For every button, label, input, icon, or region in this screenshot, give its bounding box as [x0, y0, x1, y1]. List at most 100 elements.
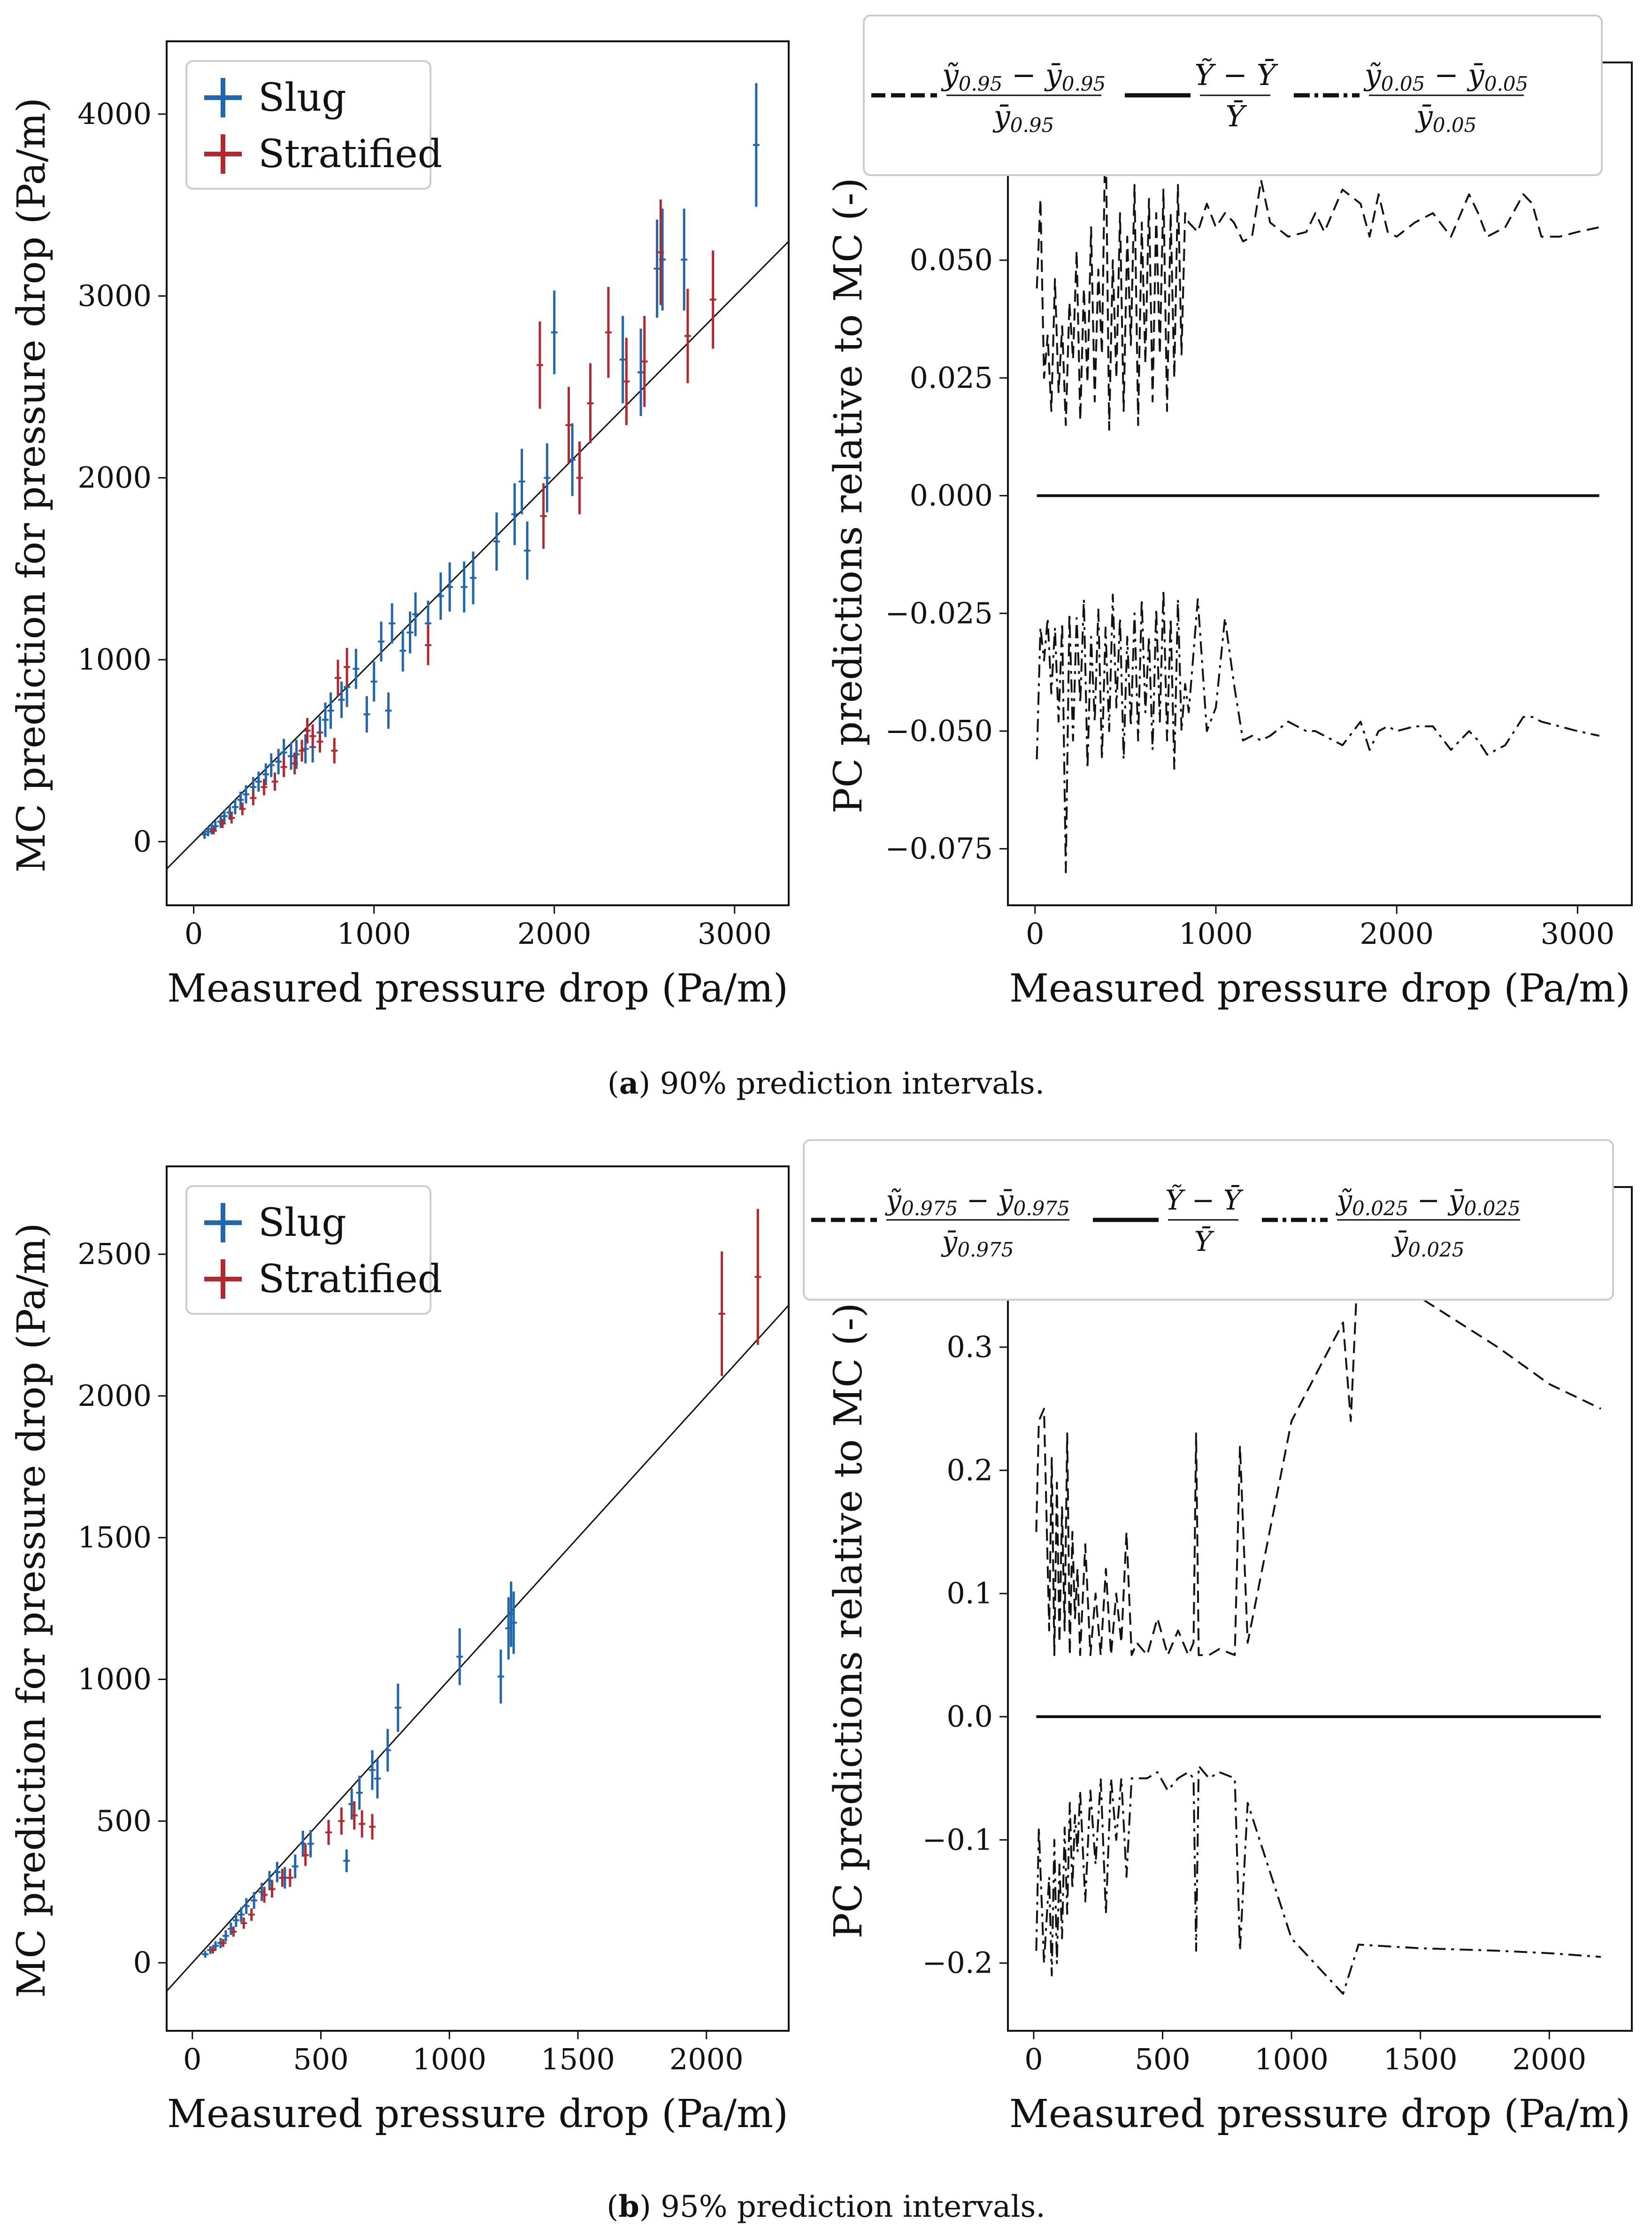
legend-num-b: Ȳ: [1257, 58, 1278, 92]
legend-minus: −: [1002, 58, 1045, 92]
legend-num-b: Ȳ: [1223, 1184, 1244, 1216]
y-tick-label: 1000: [77, 642, 152, 677]
caption-b: (b) 95% prediction intervals.: [607, 2189, 1045, 2224]
legend-den: ȳ: [1391, 1226, 1408, 1257]
caption-b-label: b: [618, 2189, 639, 2224]
legend-den: Ȳ: [1226, 99, 1247, 133]
legend-num-b: ȳ: [1467, 58, 1485, 92]
legend-num-a-sub: 0.05: [1381, 72, 1425, 95]
legend-minus: −: [1425, 58, 1468, 92]
legend-label: Slug: [258, 76, 346, 120]
plot-area: [1036, 113, 1600, 873]
legend-numerator: ỹ0.025 − ȳ0.025: [1335, 1184, 1521, 1220]
legend-num-a: ỹ: [1335, 1184, 1352, 1216]
legend-num-b-sub: 0.95: [1062, 72, 1106, 95]
y-tick-label: 0.1: [946, 1576, 993, 1611]
series-upper-line: [1036, 113, 1600, 431]
legend-denominator: ȳ0.975: [940, 1226, 1014, 1261]
y-tick-label: 0.3: [946, 1330, 993, 1364]
y-axis-label: MC prediction for pressure drop (Pa/m): [9, 1223, 54, 1997]
series-slug: [201, 83, 760, 839]
y-tick-label: 0.025: [910, 361, 993, 395]
y-tick-label: 1000: [77, 1662, 152, 1696]
series-slug: [202, 1581, 517, 1958]
legend-num-a-sub: 0.975: [901, 1197, 958, 1220]
legend-denominator: ȳ0.05: [1415, 99, 1477, 137]
legend-num-b: ȳ: [1044, 58, 1062, 92]
x-tick-label: 1000: [1179, 917, 1253, 951]
y-tick-label: 0: [133, 1945, 152, 1980]
x-axis-label: Measured pressure drop (Pa/m): [1009, 966, 1630, 1011]
legend-box: [185, 60, 431, 190]
x-tick-label: 0: [1024, 2042, 1043, 2076]
x-tick-label: 1000: [337, 917, 411, 951]
legend-label: Slug: [258, 1201, 346, 1245]
legend-num-a: ỹ: [941, 58, 959, 92]
x-tick-label: 2000: [517, 917, 592, 951]
x-axis-label: Measured pressure drop (Pa/m): [1009, 2092, 1630, 2136]
x-tick-label: 2000: [669, 2042, 744, 2076]
legend-minus: −: [958, 1184, 998, 1216]
chart-b-left: 0 500 1000 1500 2000 0 500 1000 1500 2000 2500 Meas…: [9, 1165, 790, 2136]
reference-line: [167, 1304, 789, 1992]
series-lower-line: [1035, 1765, 1601, 1995]
legend-num-a: Ỹ: [1165, 1184, 1185, 1216]
y-tick-label: 500: [96, 1804, 152, 1838]
plot-frame: [166, 40, 790, 906]
x-tick-label: 1500: [541, 2042, 615, 2076]
x-tick-label: 0: [183, 2042, 201, 2076]
x-tick-label: 1000: [412, 2042, 486, 2076]
x-tick-label: 3000: [698, 917, 772, 951]
legend-minus: −: [1183, 1184, 1223, 1216]
plot-frame: [166, 1165, 790, 2032]
legend-num-a: ỹ: [1363, 58, 1382, 92]
legend-num-a: ỹ: [884, 1184, 902, 1216]
legend-denominator: ȳ0.95: [992, 99, 1054, 137]
y-axis-label: PC predictions relative to MC (-): [826, 177, 871, 813]
legend-den-sub: 0.95: [1010, 114, 1054, 137]
caption-b-text: 95% prediction intervals.: [661, 2190, 1045, 2224]
series-upper-line: [1035, 1248, 1601, 1656]
series-stratified: [209, 1209, 761, 1954]
y-tick-label: −0.050: [885, 714, 993, 748]
legend-den-sub: 0.025: [1408, 1238, 1464, 1261]
plot-area: [1035, 1248, 1601, 1995]
legend-den: ȳ: [1415, 99, 1433, 133]
legend-numerator: ỹ0.95 − ȳ0.95: [941, 58, 1106, 95]
chart-b-right: 0500100015002000−0.2−0.10.00.10.20.30.4M…: [803, 1139, 1633, 2136]
y-tick-label: 0.2: [946, 1453, 993, 1487]
y-tick-label: 4000: [77, 97, 152, 131]
chart-a-left: 0 1000 2000 3000 0 1000 2000 3000 4000 Measured p…: [9, 40, 790, 1011]
legend-minus: −: [1214, 58, 1256, 92]
y-tick-label: 0: [133, 824, 152, 858]
y-tick-label: −0.075: [885, 832, 993, 866]
legend-denominator: ȳ0.025: [1391, 1226, 1464, 1261]
y-axis-label: MC prediction for pressure drop (Pa/m): [9, 98, 54, 872]
legend-num-a-sub: 0.95: [959, 72, 1003, 95]
y-tick-label: −0.025: [885, 596, 993, 630]
y-tick-label: 0.0: [946, 1699, 993, 1734]
legend-num-b: ȳ: [997, 1184, 1014, 1216]
legend-denominator: Ȳ: [1226, 99, 1247, 133]
legend-den: ȳ: [940, 1226, 958, 1257]
caption-a-label: a: [619, 1066, 639, 1101]
y-tick-label: −0.2: [922, 1946, 993, 1980]
series-stratified: [210, 200, 716, 834]
x-tick-label: 2000: [1512, 2042, 1586, 2076]
chart-a-right: 0 1000 2000 3000−0.075−0.050−0.0250.0000.02…: [826, 15, 1633, 1011]
y-tick-label: 2000: [77, 1379, 152, 1413]
legend-den: ȳ: [992, 99, 1011, 133]
legend-den-sub: 0.975: [957, 1238, 1014, 1261]
y-tick-label: 2000: [77, 461, 152, 495]
y-tick-label: 0.000: [910, 478, 993, 513]
legend: Slug Stratified: [185, 60, 442, 190]
plot-area: [167, 1209, 789, 1992]
caption-a: (a) 90% prediction intervals.: [607, 1066, 1045, 1101]
x-axis-label: Measured pressure drop (Pa/m): [167, 966, 788, 1011]
legend-numerator: Ỹ − Ȳ: [1194, 58, 1278, 92]
legend-den: Ȳ: [1194, 1226, 1214, 1257]
plot-area: [167, 83, 789, 870]
y-tick-label: −0.1: [922, 1822, 993, 1857]
